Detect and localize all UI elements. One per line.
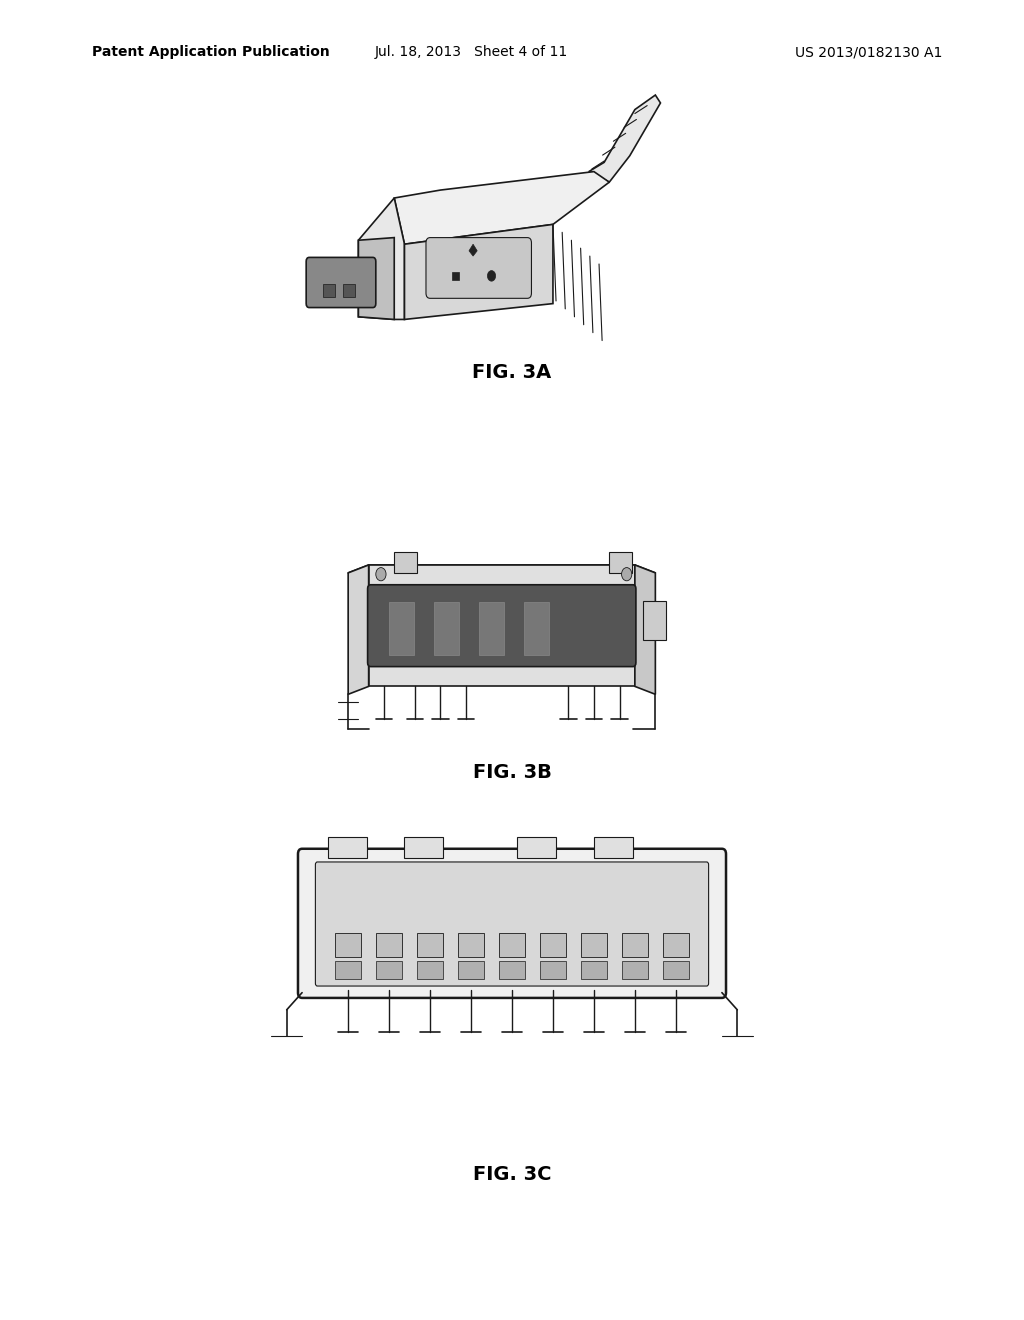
Text: FIG. 3C: FIG. 3C bbox=[473, 1166, 551, 1184]
Bar bbox=[622, 961, 648, 979]
Polygon shape bbox=[358, 198, 404, 319]
Bar bbox=[376, 933, 402, 957]
Bar bbox=[622, 933, 648, 957]
Bar bbox=[581, 961, 607, 979]
Bar bbox=[499, 961, 525, 979]
Text: US 2013/0182130 A1: US 2013/0182130 A1 bbox=[795, 45, 942, 59]
FancyBboxPatch shape bbox=[298, 849, 726, 998]
Bar bbox=[540, 961, 566, 979]
Bar bbox=[389, 602, 414, 655]
Polygon shape bbox=[348, 565, 655, 599]
Text: Jul. 18, 2013   Sheet 4 of 11: Jul. 18, 2013 Sheet 4 of 11 bbox=[375, 45, 567, 59]
FancyBboxPatch shape bbox=[306, 257, 376, 308]
Bar bbox=[323, 284, 335, 297]
Bar bbox=[581, 933, 607, 957]
Bar bbox=[394, 552, 417, 573]
Polygon shape bbox=[394, 172, 609, 244]
Text: FIG. 3A: FIG. 3A bbox=[472, 363, 552, 381]
Text: Patent Application Publication: Patent Application Publication bbox=[92, 45, 330, 59]
Bar bbox=[376, 961, 402, 979]
Polygon shape bbox=[358, 238, 394, 319]
Polygon shape bbox=[635, 565, 655, 694]
Circle shape bbox=[622, 568, 632, 581]
Polygon shape bbox=[404, 224, 553, 319]
Bar bbox=[524, 602, 549, 655]
Bar bbox=[479, 602, 504, 655]
Polygon shape bbox=[469, 244, 477, 256]
Bar bbox=[343, 284, 355, 297]
Bar bbox=[404, 837, 443, 858]
Polygon shape bbox=[589, 95, 660, 182]
Bar bbox=[594, 837, 633, 858]
Bar bbox=[499, 933, 525, 957]
FancyBboxPatch shape bbox=[368, 585, 636, 667]
Circle shape bbox=[487, 271, 496, 281]
Bar bbox=[417, 933, 443, 957]
Bar bbox=[663, 933, 689, 957]
Circle shape bbox=[376, 568, 386, 581]
Bar bbox=[540, 933, 566, 957]
Bar bbox=[328, 837, 367, 858]
Bar bbox=[517, 837, 556, 858]
Bar bbox=[335, 933, 361, 957]
Bar bbox=[643, 601, 666, 640]
FancyBboxPatch shape bbox=[426, 238, 531, 298]
Polygon shape bbox=[369, 565, 635, 686]
Bar bbox=[609, 552, 632, 573]
Polygon shape bbox=[348, 565, 369, 694]
Text: FIG. 3B: FIG. 3B bbox=[472, 763, 552, 781]
Bar bbox=[663, 961, 689, 979]
Bar bbox=[452, 272, 459, 280]
FancyBboxPatch shape bbox=[315, 862, 709, 986]
Bar bbox=[458, 961, 484, 979]
Bar bbox=[335, 961, 361, 979]
Bar bbox=[458, 933, 484, 957]
Bar bbox=[434, 602, 459, 655]
Bar bbox=[417, 961, 443, 979]
